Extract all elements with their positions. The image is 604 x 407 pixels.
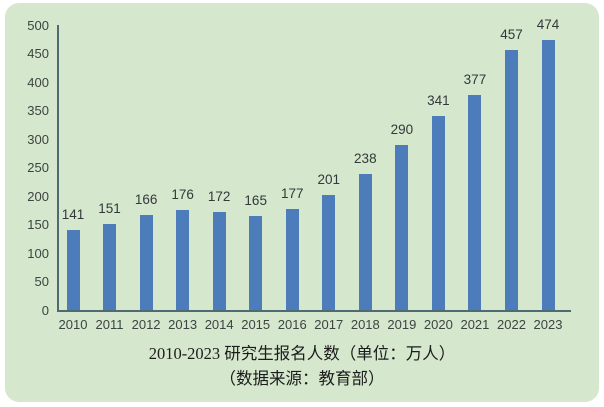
x-axis-label-2016: 2016	[277, 317, 307, 332]
value-label-2022: 457	[500, 26, 523, 42]
y-axis-tick-label: 0	[41, 302, 49, 318]
chart-card	[5, 3, 599, 402]
value-label-2019: 290	[390, 121, 414, 137]
x-axis-label-2015: 2015	[241, 317, 271, 332]
x-axis-label-2022: 2022	[497, 317, 526, 332]
value-label-2013: 176	[171, 186, 194, 202]
x-axis-label-2010: 2010	[58, 317, 88, 332]
y-axis-tick-label: 200	[27, 188, 49, 204]
y-axis-tick-label: 400	[27, 74, 49, 90]
y-axis-tick-label: 300	[27, 131, 49, 147]
bar-2016	[285, 209, 299, 310]
y-axis-line	[57, 25, 59, 310]
value-label-2014: 172	[207, 188, 231, 204]
x-axis-label-2012: 2012	[131, 317, 161, 332]
bar-2010	[66, 229, 80, 310]
bar-2022	[504, 49, 518, 310]
x-axis-label-2021: 2021	[460, 317, 490, 332]
bar-2018	[358, 174, 372, 310]
y-axis-tick-label: 100	[27, 245, 49, 261]
bar-2021	[468, 95, 482, 310]
value-label-2012: 166	[134, 192, 158, 208]
bar-2011	[103, 223, 117, 310]
bar-2015	[249, 215, 263, 310]
y-axis-tick-label: 50	[34, 274, 49, 289]
x-axis-label-2020: 2020	[423, 317, 453, 332]
y-axis-tick-label: 350	[27, 103, 49, 118]
x-axis-label-2011: 2011	[95, 317, 124, 332]
bar-2023	[541, 39, 555, 310]
bar-2020	[431, 115, 445, 310]
value-label-2016: 177	[280, 186, 304, 202]
value-label-2023: 474	[536, 16, 560, 32]
chart-subtitle: （数据来源：教育部）	[219, 369, 385, 388]
x-axis-label-2017: 2017	[314, 317, 344, 332]
x-axis-line	[57, 310, 571, 312]
x-axis-label-2019: 2019	[387, 317, 417, 332]
x-axis-label-2018: 2018	[350, 317, 380, 332]
y-axis-tick-label: 500	[27, 17, 49, 33]
y-axis-tick-label: 450	[27, 46, 49, 61]
bar-2012	[139, 215, 153, 310]
bar-2014	[212, 211, 226, 310]
y-axis-tick-label: 150	[27, 217, 49, 232]
value-label-2017: 201	[317, 172, 341, 188]
x-axis-label-2014: 2014	[204, 317, 234, 332]
x-axis-label-2023: 2023	[533, 317, 563, 332]
bar-2017	[322, 195, 336, 310]
bar-2019	[395, 144, 409, 310]
value-label-2015: 165	[244, 192, 267, 208]
value-label-2018: 238	[354, 151, 377, 167]
bar-2013	[176, 209, 190, 310]
value-label-2020: 341	[427, 92, 450, 108]
y-axis-tick-label: 250	[27, 160, 49, 175]
value-label-2011: 151	[98, 200, 121, 216]
x-axis-label-2013: 2013	[168, 317, 198, 332]
value-label-2021: 377	[463, 72, 487, 88]
chart-title: 2010-2023 研究生报名人数（单位：万人）	[148, 344, 456, 363]
value-label-2010: 141	[61, 206, 85, 222]
